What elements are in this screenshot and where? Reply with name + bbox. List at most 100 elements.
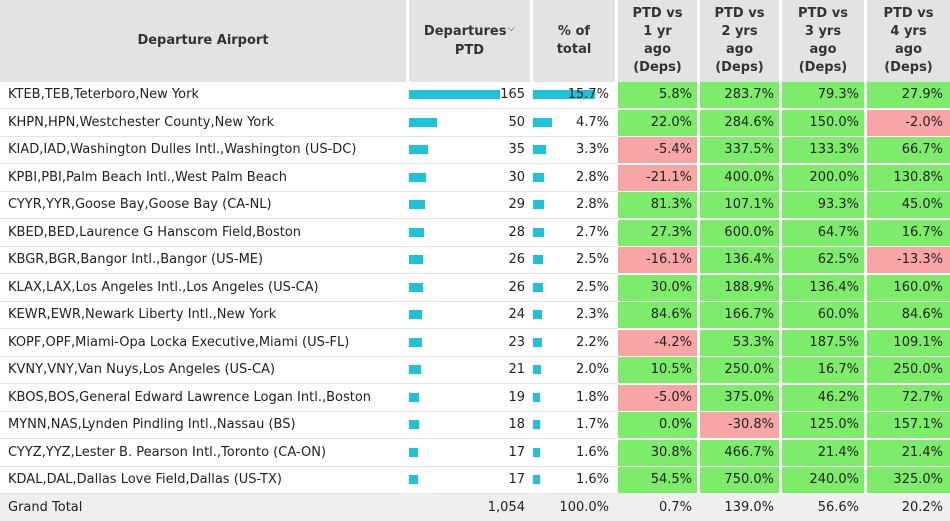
departures-value: 165 xyxy=(500,87,525,102)
departures-value: 17 xyxy=(508,444,525,460)
header-c3-line4: (Deps) xyxy=(798,60,848,75)
table-row[interactable]: KLAX,LAX,Los Angeles Intl.,Los Angeles (… xyxy=(0,274,950,302)
departures-bar xyxy=(409,337,422,347)
ptd-vs-3yr-cell: 136.4% xyxy=(782,274,864,301)
ptd-vs-2yr-cell: 107.1% xyxy=(700,192,779,218)
pct-total-bar xyxy=(533,172,544,182)
pct-total-bar xyxy=(533,392,540,402)
ptd-vs-2yr-cell: 750.0% xyxy=(700,467,779,493)
airport-name: MYNN,NAS,Lynden Pindling Intl.,Nassau (B… xyxy=(8,417,296,432)
ptd-vs-3yr-cell: 200.0% xyxy=(782,164,864,191)
grand-total-vs-1yr: 0.7% xyxy=(658,500,692,515)
table-row[interactable]: KBED,BED,Laurence G Hanscom Field,Boston… xyxy=(0,219,950,247)
header-c2-line2: 2 yrs xyxy=(721,24,758,39)
ptd-vs-3yr-cell: 125.0% xyxy=(782,412,864,438)
ptd-vs-1yr-cell: 27.3% xyxy=(618,219,697,246)
airport-name: KEWR,EWR,Newark Liberty Intl.,New York xyxy=(8,307,277,322)
ptd-vs-1yr-cell: 54.5% xyxy=(618,467,697,493)
table-row[interactable]: KVNY,VNY,Van Nuys,Los Angeles (US-CA) 21 2… xyxy=(0,357,950,384)
pct-total-bar xyxy=(533,365,541,374)
header-c4-line4: (Deps) xyxy=(884,60,933,75)
ptd-vs-2yr-cell: 283.7% xyxy=(700,82,779,108)
ptd-vs-3yr-cell: 60.0% xyxy=(782,302,864,328)
pct-total-value: 1.8% xyxy=(575,389,609,405)
table-row[interactable]: KIAD,IAD,Washington Dulles Intl.,Washing… xyxy=(0,137,950,164)
ptd-vs-3yr-cell: 46.2% xyxy=(782,384,864,411)
table-row[interactable]: KBGR,BGR,Bangor Intl.,Bangor (US-ME) 26 2.… xyxy=(0,247,950,274)
airport-name: KIAD,IAD,Washington Dulles Intl.,Washing… xyxy=(8,142,357,157)
row-divider xyxy=(0,300,618,302)
ptd-vs-4yr-cell: -13.3% xyxy=(867,247,950,273)
header-pct-total[interactable]: % of total xyxy=(533,0,615,82)
ptd-vs-1yr-cell: 5.8% xyxy=(618,82,697,108)
table-row[interactable]: CYYZ,YYZ,Lester B. Pearson Intl.,Toronto… xyxy=(0,439,950,467)
pct-total-bar xyxy=(533,337,542,347)
grand-total-vs-2yrs: 139.0% xyxy=(724,500,774,515)
departures-bar xyxy=(409,172,426,182)
ptd-vs-4yr-cell: 45.0% xyxy=(867,192,950,218)
ptd-vs-4yr-cell: 157.1% xyxy=(867,412,950,438)
row-divider xyxy=(0,108,618,109)
header-departure-airport[interactable]: Departure Airport xyxy=(0,0,406,82)
pct-total-value: 3.3% xyxy=(575,142,609,157)
table-row[interactable]: KDAL,DAL,Dallas Love Field,Dallas (US-TX… xyxy=(0,467,950,494)
header-c1-line3: ago xyxy=(643,42,671,57)
ptd-vs-4yr-cell: 325.0% xyxy=(867,467,950,493)
departures-bar xyxy=(409,310,422,319)
pct-total-bar xyxy=(533,117,552,127)
pct-total-bar xyxy=(533,90,595,99)
row-divider xyxy=(0,410,618,412)
row-divider xyxy=(0,328,618,329)
grand-total-vs-4yrs: 20.2% xyxy=(901,500,943,515)
table-row[interactable]: KHPN,HPN,Westchester County,New York 50 4.… xyxy=(0,109,950,137)
departures-bar xyxy=(409,475,418,484)
ptd-vs-3yr-cell: 64.7% xyxy=(782,219,864,246)
pct-total-value: 2.5% xyxy=(575,252,609,267)
table-row[interactable]: KOPF,OPF,Miami-Opa Locka Executive,Miami… xyxy=(0,329,950,357)
departures-value: 30 xyxy=(508,169,525,185)
ptd-vs-2yr-cell: 53.3% xyxy=(700,329,779,356)
pct-total-value: 2.3% xyxy=(575,307,609,322)
header-departures-ptd[interactable]: Departures⌵ PTD xyxy=(409,0,530,82)
ptd-vs-1yr-cell: 0.0% xyxy=(618,412,697,438)
row-divider xyxy=(0,493,618,494)
header-airport-label: Departure Airport xyxy=(137,33,269,48)
pct-total-value: 1.7% xyxy=(575,417,609,432)
header-ptd-vs-4yrs[interactable]: PTD vs 4 yrs ago (Deps) xyxy=(867,0,950,82)
ptd-vs-2yr-cell: 466.7% xyxy=(700,439,779,466)
ptd-vs-2yr-cell: 284.6% xyxy=(700,109,779,136)
airport-name: KVNY,VNY,Van Nuys,Los Angeles (US-CA) xyxy=(8,362,276,377)
header-ptd-vs-3yrs[interactable]: PTD vs 3 yrs ago (Deps) xyxy=(782,0,864,82)
ptd-vs-4yr-cell: 109.1% xyxy=(867,329,950,356)
airport-name: KPBI,PBI,Palm Beach Intl.,West Palm Beac… xyxy=(8,169,288,185)
ptd-vs-3yr-cell: 62.5% xyxy=(782,247,864,273)
row-divider xyxy=(0,163,618,164)
table-row[interactable]: MYNN,NAS,Lynden Pindling Intl.,Nassau (B… xyxy=(0,412,950,439)
pct-total-bar xyxy=(533,420,540,429)
header-c4-line3: ago xyxy=(894,42,922,57)
ptd-vs-3yr-cell: 16.7% xyxy=(782,357,864,383)
table-row[interactable]: KEWR,EWR,Newark Liberty Intl.,New York 24… xyxy=(0,302,950,329)
departures-bar xyxy=(409,255,423,264)
ptd-vs-2yr-cell: 337.5% xyxy=(700,137,779,163)
pct-total-value: 2.7% xyxy=(575,224,609,240)
airport-name: KBOS,BOS,General Edward Lawrence Logan I… xyxy=(8,389,372,405)
ptd-vs-1yr-cell: 22.0% xyxy=(618,109,697,136)
table-row[interactable]: KPBI,PBI,Palm Beach Intl.,West Palm Beac… xyxy=(0,164,950,192)
table-row[interactable]: KBOS,BOS,General Edward Lawrence Logan I… xyxy=(0,384,950,412)
departures-value: 26 xyxy=(508,252,525,267)
ptd-vs-2yr-cell: 600.0% xyxy=(700,219,779,246)
departures-value: 21 xyxy=(508,362,525,377)
pct-total-bar xyxy=(533,475,540,484)
pct-total-bar xyxy=(533,255,543,264)
header-departures-line1: Departures xyxy=(423,23,507,39)
ptd-vs-3yr-cell: 133.3% xyxy=(782,137,864,163)
pct-total-bar xyxy=(533,145,546,154)
header-ptd-vs-2yrs[interactable]: PTD vs 2 yrs ago (Deps) xyxy=(700,0,779,82)
table-row[interactable]: CYYR,YYR,Goose Bay,Goose Bay (CA-NL) 29 2.… xyxy=(0,192,950,219)
sort-descending-icon[interactable]: ⌵ xyxy=(507,22,516,34)
pct-total-value: 4.7% xyxy=(575,114,609,130)
header-ptd-vs-1yr[interactable]: PTD vs 1 yr ago (Deps) xyxy=(618,0,697,82)
table-row[interactable]: KTEB,TEB,Teterboro,New York 165 15.7% 5.8% 2… xyxy=(0,82,950,109)
pct-total-bar xyxy=(533,447,540,457)
